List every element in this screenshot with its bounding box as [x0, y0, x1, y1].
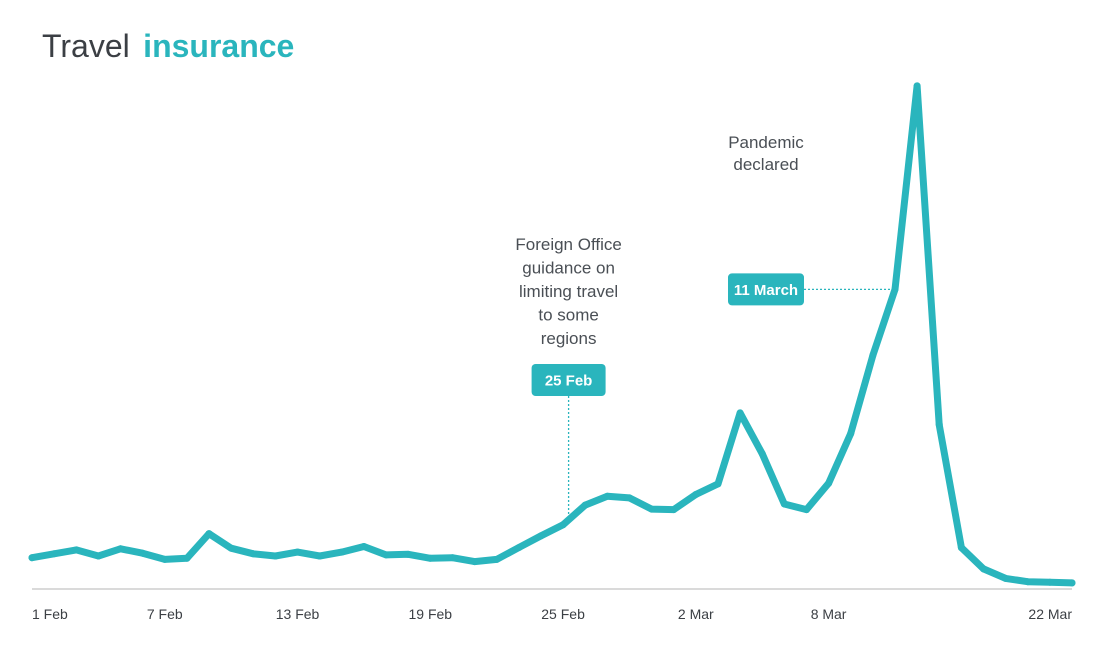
chart-title-light: Travel	[42, 28, 130, 64]
x-tick-label: 22 Mar	[1028, 606, 1072, 622]
annotation-text-line: declared	[733, 155, 798, 174]
data-point	[72, 546, 80, 554]
data-point	[448, 554, 456, 562]
data-point	[117, 545, 125, 553]
series-line-travel-insurance	[28, 82, 1076, 587]
annotation-text-line: regions	[541, 329, 597, 348]
data-point	[1046, 578, 1054, 586]
annotation-badge	[531, 364, 606, 396]
data-point	[360, 543, 368, 551]
data-point	[139, 549, 147, 557]
data-point	[515, 544, 523, 552]
data-points	[28, 82, 1076, 587]
data-point	[957, 544, 965, 552]
data-point	[50, 550, 58, 558]
data-point	[294, 548, 302, 556]
data-point	[935, 421, 943, 429]
data-point	[205, 530, 213, 538]
data-point	[94, 552, 102, 560]
data-point	[891, 285, 899, 293]
x-tick-label: 2 Mar	[678, 606, 714, 622]
x-tick-label: 8 Mar	[811, 606, 847, 622]
data-point	[316, 552, 324, 560]
data-point	[1024, 578, 1032, 586]
data-point	[338, 548, 346, 556]
chart-title-bold: insurance	[143, 28, 294, 64]
data-point	[758, 450, 766, 458]
data-point	[913, 82, 921, 90]
data-point	[404, 550, 412, 558]
x-tick-label: 1 Feb	[32, 606, 68, 622]
annotation-text-line: Foreign Office	[515, 235, 621, 254]
data-point	[183, 554, 191, 562]
data-point	[1002, 574, 1010, 582]
data-point	[847, 430, 855, 438]
data-point	[382, 551, 390, 559]
x-tick-label: 19 Feb	[409, 606, 453, 622]
data-point	[161, 555, 169, 563]
data-point	[780, 500, 788, 508]
data-point	[493, 555, 501, 563]
data-point	[426, 554, 434, 562]
data-point	[692, 491, 700, 499]
data-point	[603, 492, 611, 500]
x-tick-label: 7 Feb	[147, 606, 183, 622]
data-point	[825, 479, 833, 487]
data-point	[714, 480, 722, 488]
data-point	[537, 532, 545, 540]
annotation-badge-label: 11 March	[734, 282, 798, 299]
data-point	[979, 565, 987, 573]
chart-title: Travel insurance	[42, 28, 294, 64]
data-point	[28, 554, 36, 562]
x-axis-ticks: 1 Feb 7 Feb 13 Feb 19 Feb 25 Feb 2 Mar 8 Mar 22…	[32, 606, 1072, 622]
data-point	[802, 506, 810, 514]
annotation-text-line: limiting travel	[519, 282, 618, 301]
data-point	[625, 494, 633, 502]
annotation-text-line: to some	[538, 306, 598, 325]
data-point	[869, 351, 877, 359]
data-point	[249, 550, 257, 558]
data-point	[670, 506, 678, 514]
annotation-badge-label: 25 Feb	[545, 373, 593, 390]
data-point	[736, 409, 744, 417]
data-point	[471, 558, 479, 566]
data-point	[648, 505, 656, 513]
data-point	[227, 544, 235, 552]
x-tick-label: 13 Feb	[276, 606, 320, 622]
annotations: Foreign Office guidance on limiting travel…	[515, 133, 891, 516]
data-point	[1068, 579, 1076, 587]
data-point	[559, 521, 567, 529]
annotation-text-line: guidance on	[522, 259, 615, 278]
x-tick-label: 25 Feb	[541, 606, 585, 622]
data-point	[271, 552, 279, 560]
annotation-text-line: Pandemic	[728, 133, 804, 152]
data-point	[581, 501, 589, 509]
annotation-badge	[728, 273, 804, 306]
